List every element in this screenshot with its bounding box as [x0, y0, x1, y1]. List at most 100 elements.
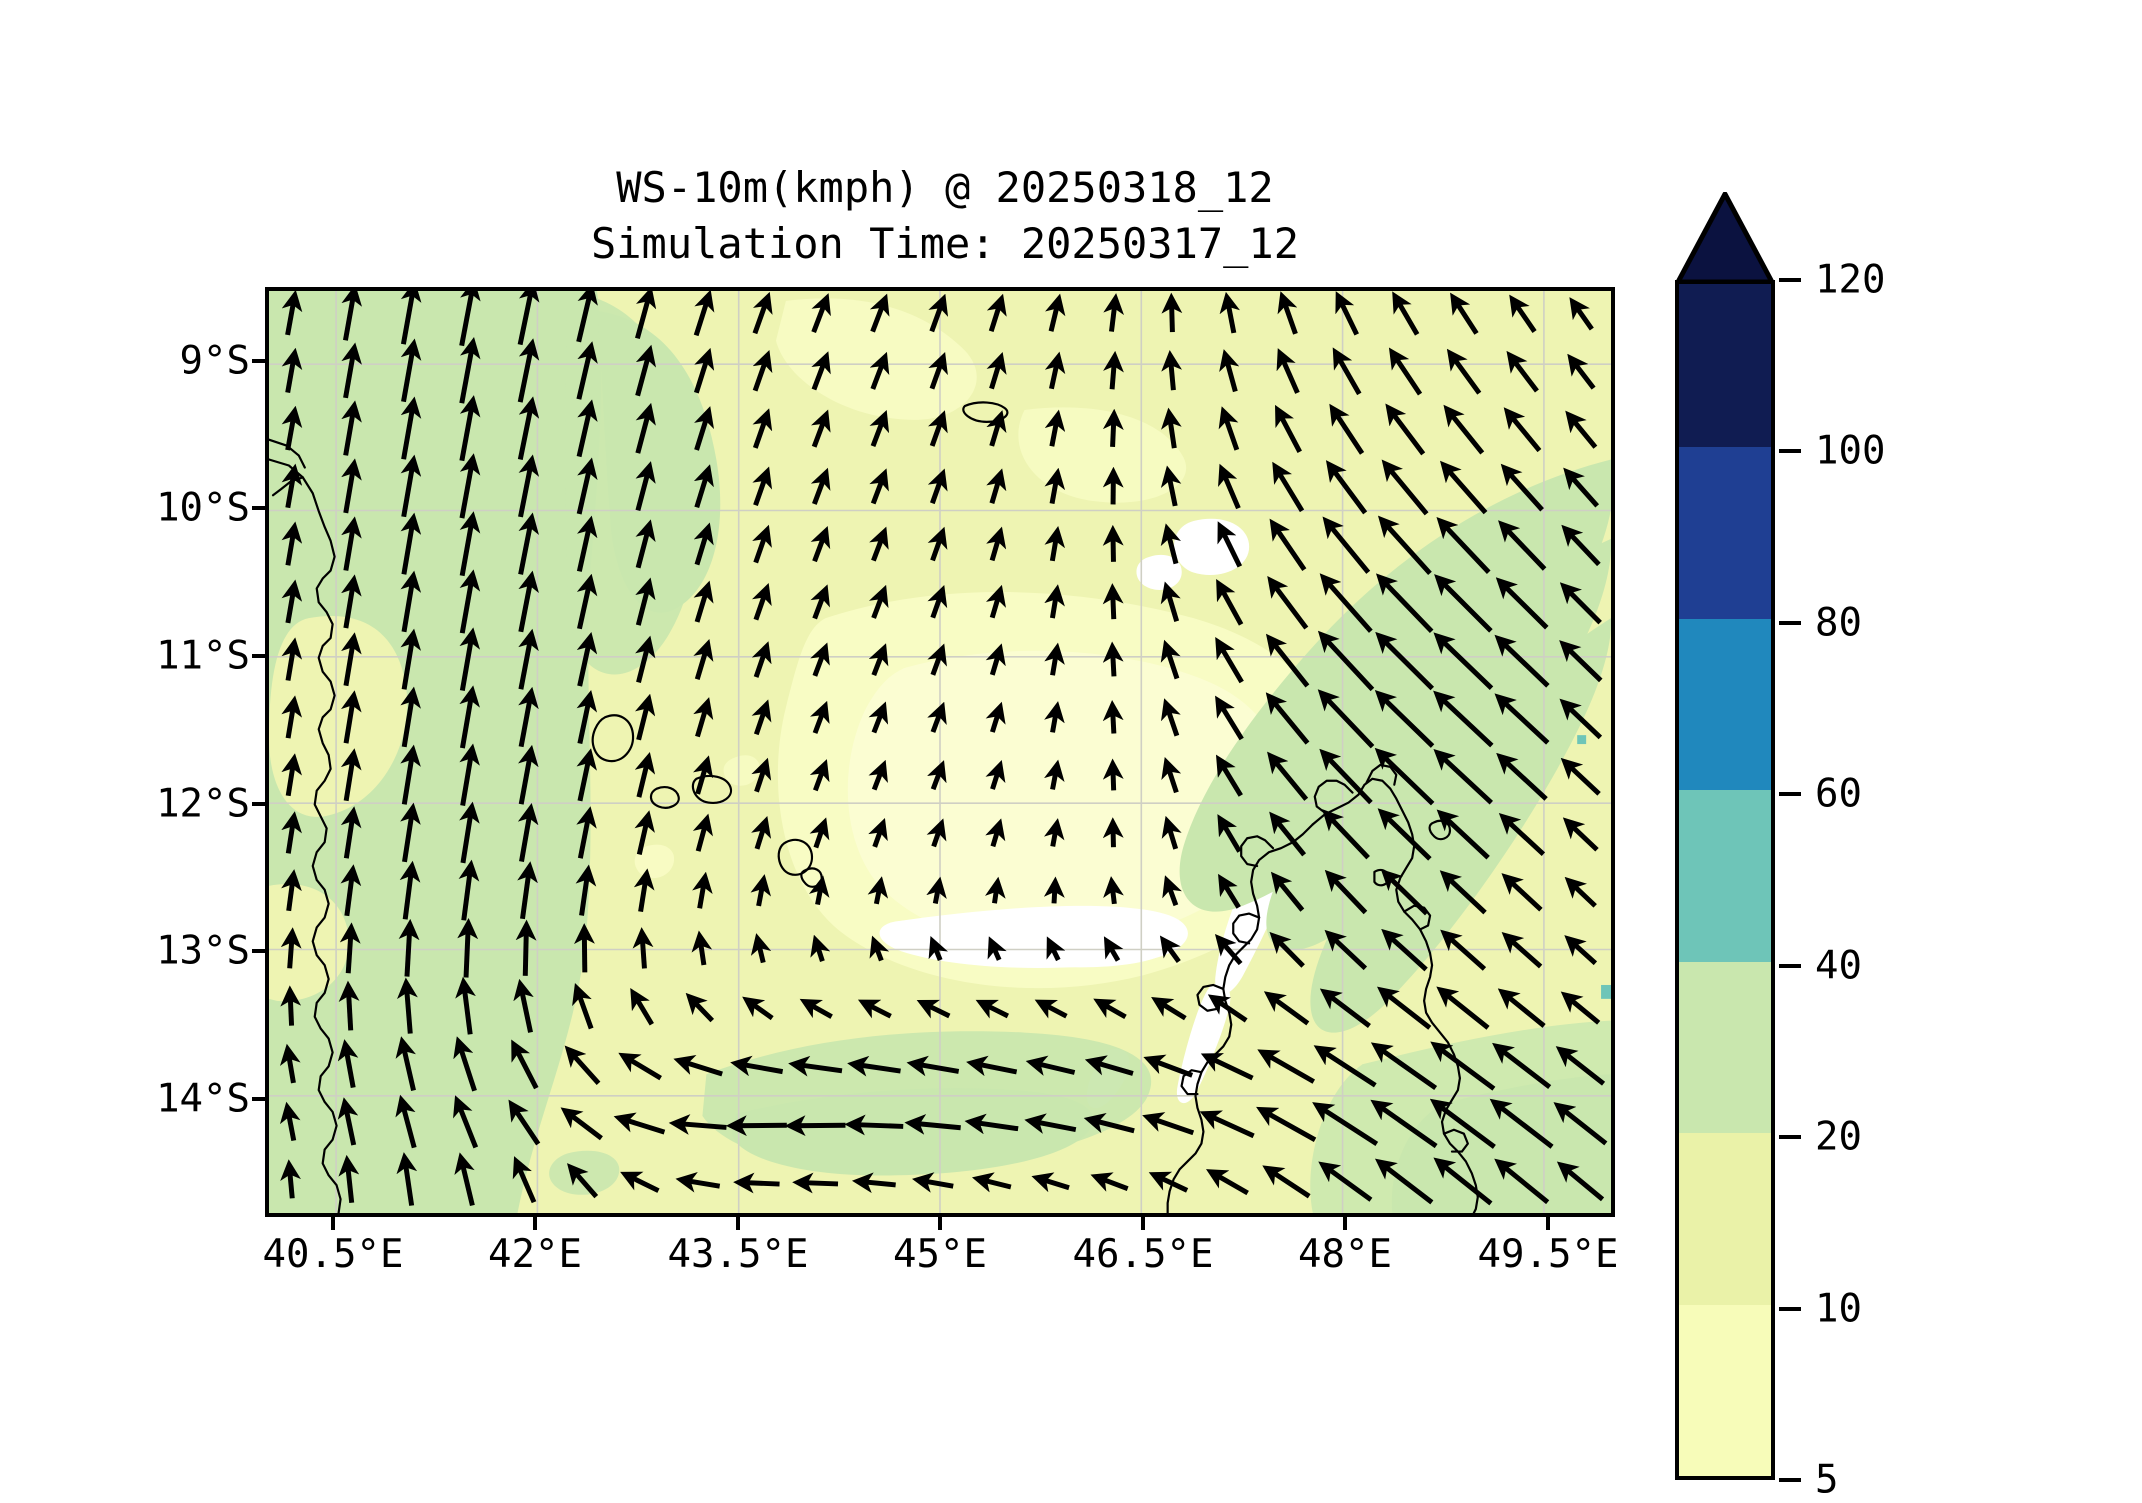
wind-vector-arrow	[1320, 1107, 1377, 1144]
wind-vector-arrow	[700, 881, 705, 909]
wind-vector-arrow	[1092, 1120, 1134, 1131]
colorbar-tick-label: 10	[1815, 1286, 1862, 1331]
wind-vector-arrow	[1563, 1052, 1604, 1084]
wind-vector-arrow	[1449, 412, 1482, 453]
chart-subtitle: Simulation Time: 20250317_12	[265, 216, 1625, 272]
wind-vector-arrow	[1222, 529, 1240, 566]
wind-vector-arrow	[622, 1119, 664, 1132]
wind-vector-arrow	[402, 1103, 414, 1147]
wind-vector-arrow	[975, 1064, 1017, 1072]
wind-vector-arrow	[462, 1161, 473, 1205]
wind-vector-arrow	[933, 535, 942, 560]
wind-vector-arrow	[1512, 358, 1537, 391]
wind-vector-arrow	[1040, 1179, 1069, 1188]
wind-vector-arrow	[404, 753, 412, 804]
wind-vector-arrow	[739, 1064, 783, 1072]
wind-vector-arrow	[1331, 876, 1365, 912]
wind-vector-arrow	[874, 593, 883, 618]
wind-vector-arrow	[521, 812, 530, 862]
wind-vector-arrow	[814, 418, 825, 447]
wind-vector-arrow	[1113, 418, 1114, 447]
wind-vector-arrow	[346, 409, 354, 455]
wind-vector-arrow	[579, 350, 590, 399]
wind-vector-arrow	[639, 702, 648, 739]
wind-vector-arrow	[463, 810, 471, 863]
wind-vector-arrow	[404, 811, 412, 861]
wind-vector-arrow	[515, 1047, 536, 1088]
wind-vector-arrow	[866, 1004, 891, 1016]
wind-vector-arrow	[756, 766, 765, 791]
wind-vector-arrow	[462, 636, 471, 690]
wind-vector-arrow	[1324, 696, 1373, 747]
wind-vector-arrow	[1507, 470, 1542, 509]
wind-vector-arrow	[1387, 466, 1426, 513]
wind-vector-arrow	[1328, 816, 1368, 858]
wind-vector-arrow	[1514, 302, 1534, 332]
wind-vector-arrow	[1034, 1063, 1074, 1073]
wind-vector-arrow	[404, 521, 413, 574]
wind-vector-arrow	[1099, 1178, 1128, 1189]
wind-vector-arrow	[697, 589, 707, 622]
wind-vector-arrow	[1575, 304, 1592, 329]
wind-vector-arrow	[992, 944, 999, 959]
wind-vector-arrow	[462, 520, 472, 576]
wind-vector-arrow	[875, 826, 882, 846]
wind-vector-arrow	[460, 1045, 475, 1091]
wind-vector-arrow	[1331, 936, 1365, 968]
wind-vector-arrow	[814, 301, 826, 332]
wind-vector-arrow	[1265, 1054, 1314, 1082]
wind-vector-arrow	[521, 988, 530, 1033]
wind-vector-arrow	[635, 996, 652, 1025]
wind-vector-arrow	[290, 994, 291, 1025]
colorbar-tick-mark	[1779, 278, 1801, 282]
wind-vector-arrow	[288, 704, 294, 738]
wind-vector-arrow	[1447, 936, 1485, 969]
wind-vector-arrow	[1052, 477, 1057, 504]
wind-vector-arrow	[1566, 589, 1600, 623]
x-tick-mark	[1343, 1217, 1347, 1230]
wind-vector-arrow	[462, 578, 472, 633]
wind-vector-arrow	[697, 473, 708, 508]
wind-vector-arrow	[1326, 1167, 1371, 1200]
wind-vector-arrow	[984, 1004, 1008, 1016]
wind-vector-arrow	[1281, 356, 1297, 393]
wind-vector-arrow	[521, 463, 532, 517]
colorbar-segment	[1679, 962, 1771, 1133]
wind-vector-arrow	[933, 593, 942, 617]
wind-vector-arrow	[580, 815, 588, 858]
wind-vector-arrow	[404, 637, 413, 689]
wind-vector-arrow	[1101, 1003, 1125, 1017]
wind-vector-arrow	[1328, 523, 1368, 572]
wind-vector-arrow	[1209, 1057, 1253, 1078]
wind-vector-arrow	[638, 412, 649, 454]
wind-vector-arrow	[1043, 1004, 1067, 1016]
wind-vector-arrow	[579, 408, 590, 456]
wind-vector-arrow	[1168, 532, 1176, 564]
wind-vector-arrow	[1271, 699, 1307, 743]
wind-vector-arrow	[288, 1110, 294, 1140]
wind-vector-arrow	[1502, 584, 1547, 628]
x-tick-label: 42°E	[488, 1232, 582, 1277]
wind-vector-arrow	[815, 709, 824, 733]
wind-vector-arrow	[1223, 881, 1239, 907]
wind-vector-arrow	[525, 929, 526, 976]
wind-vector-arrow	[642, 936, 644, 968]
wind-vector-arrow	[1567, 764, 1599, 794]
wind-vectors	[269, 291, 1611, 1213]
colorbar-segment	[1679, 1133, 1771, 1304]
wind-vector-arrow	[568, 1113, 602, 1138]
wind-vector-arrow	[462, 404, 472, 461]
y-tick-mark	[252, 506, 265, 510]
y-tick-label: 12°S	[60, 782, 250, 827]
wind-vector-arrow	[755, 475, 766, 505]
wind-vector-arrow	[638, 586, 648, 625]
wind-vector-arrow	[934, 827, 941, 847]
wind-vector-arrow	[289, 878, 293, 911]
wind-vector-arrow	[874, 652, 883, 676]
wind-vector-arrow	[1567, 531, 1598, 564]
x-tick-label: 40.5°E	[263, 1232, 404, 1277]
colorbar-segment	[1679, 447, 1771, 618]
wind-vector-arrow	[1437, 1047, 1493, 1089]
wind-vector-arrow	[758, 942, 763, 963]
wind-vector-arrow	[874, 710, 883, 733]
